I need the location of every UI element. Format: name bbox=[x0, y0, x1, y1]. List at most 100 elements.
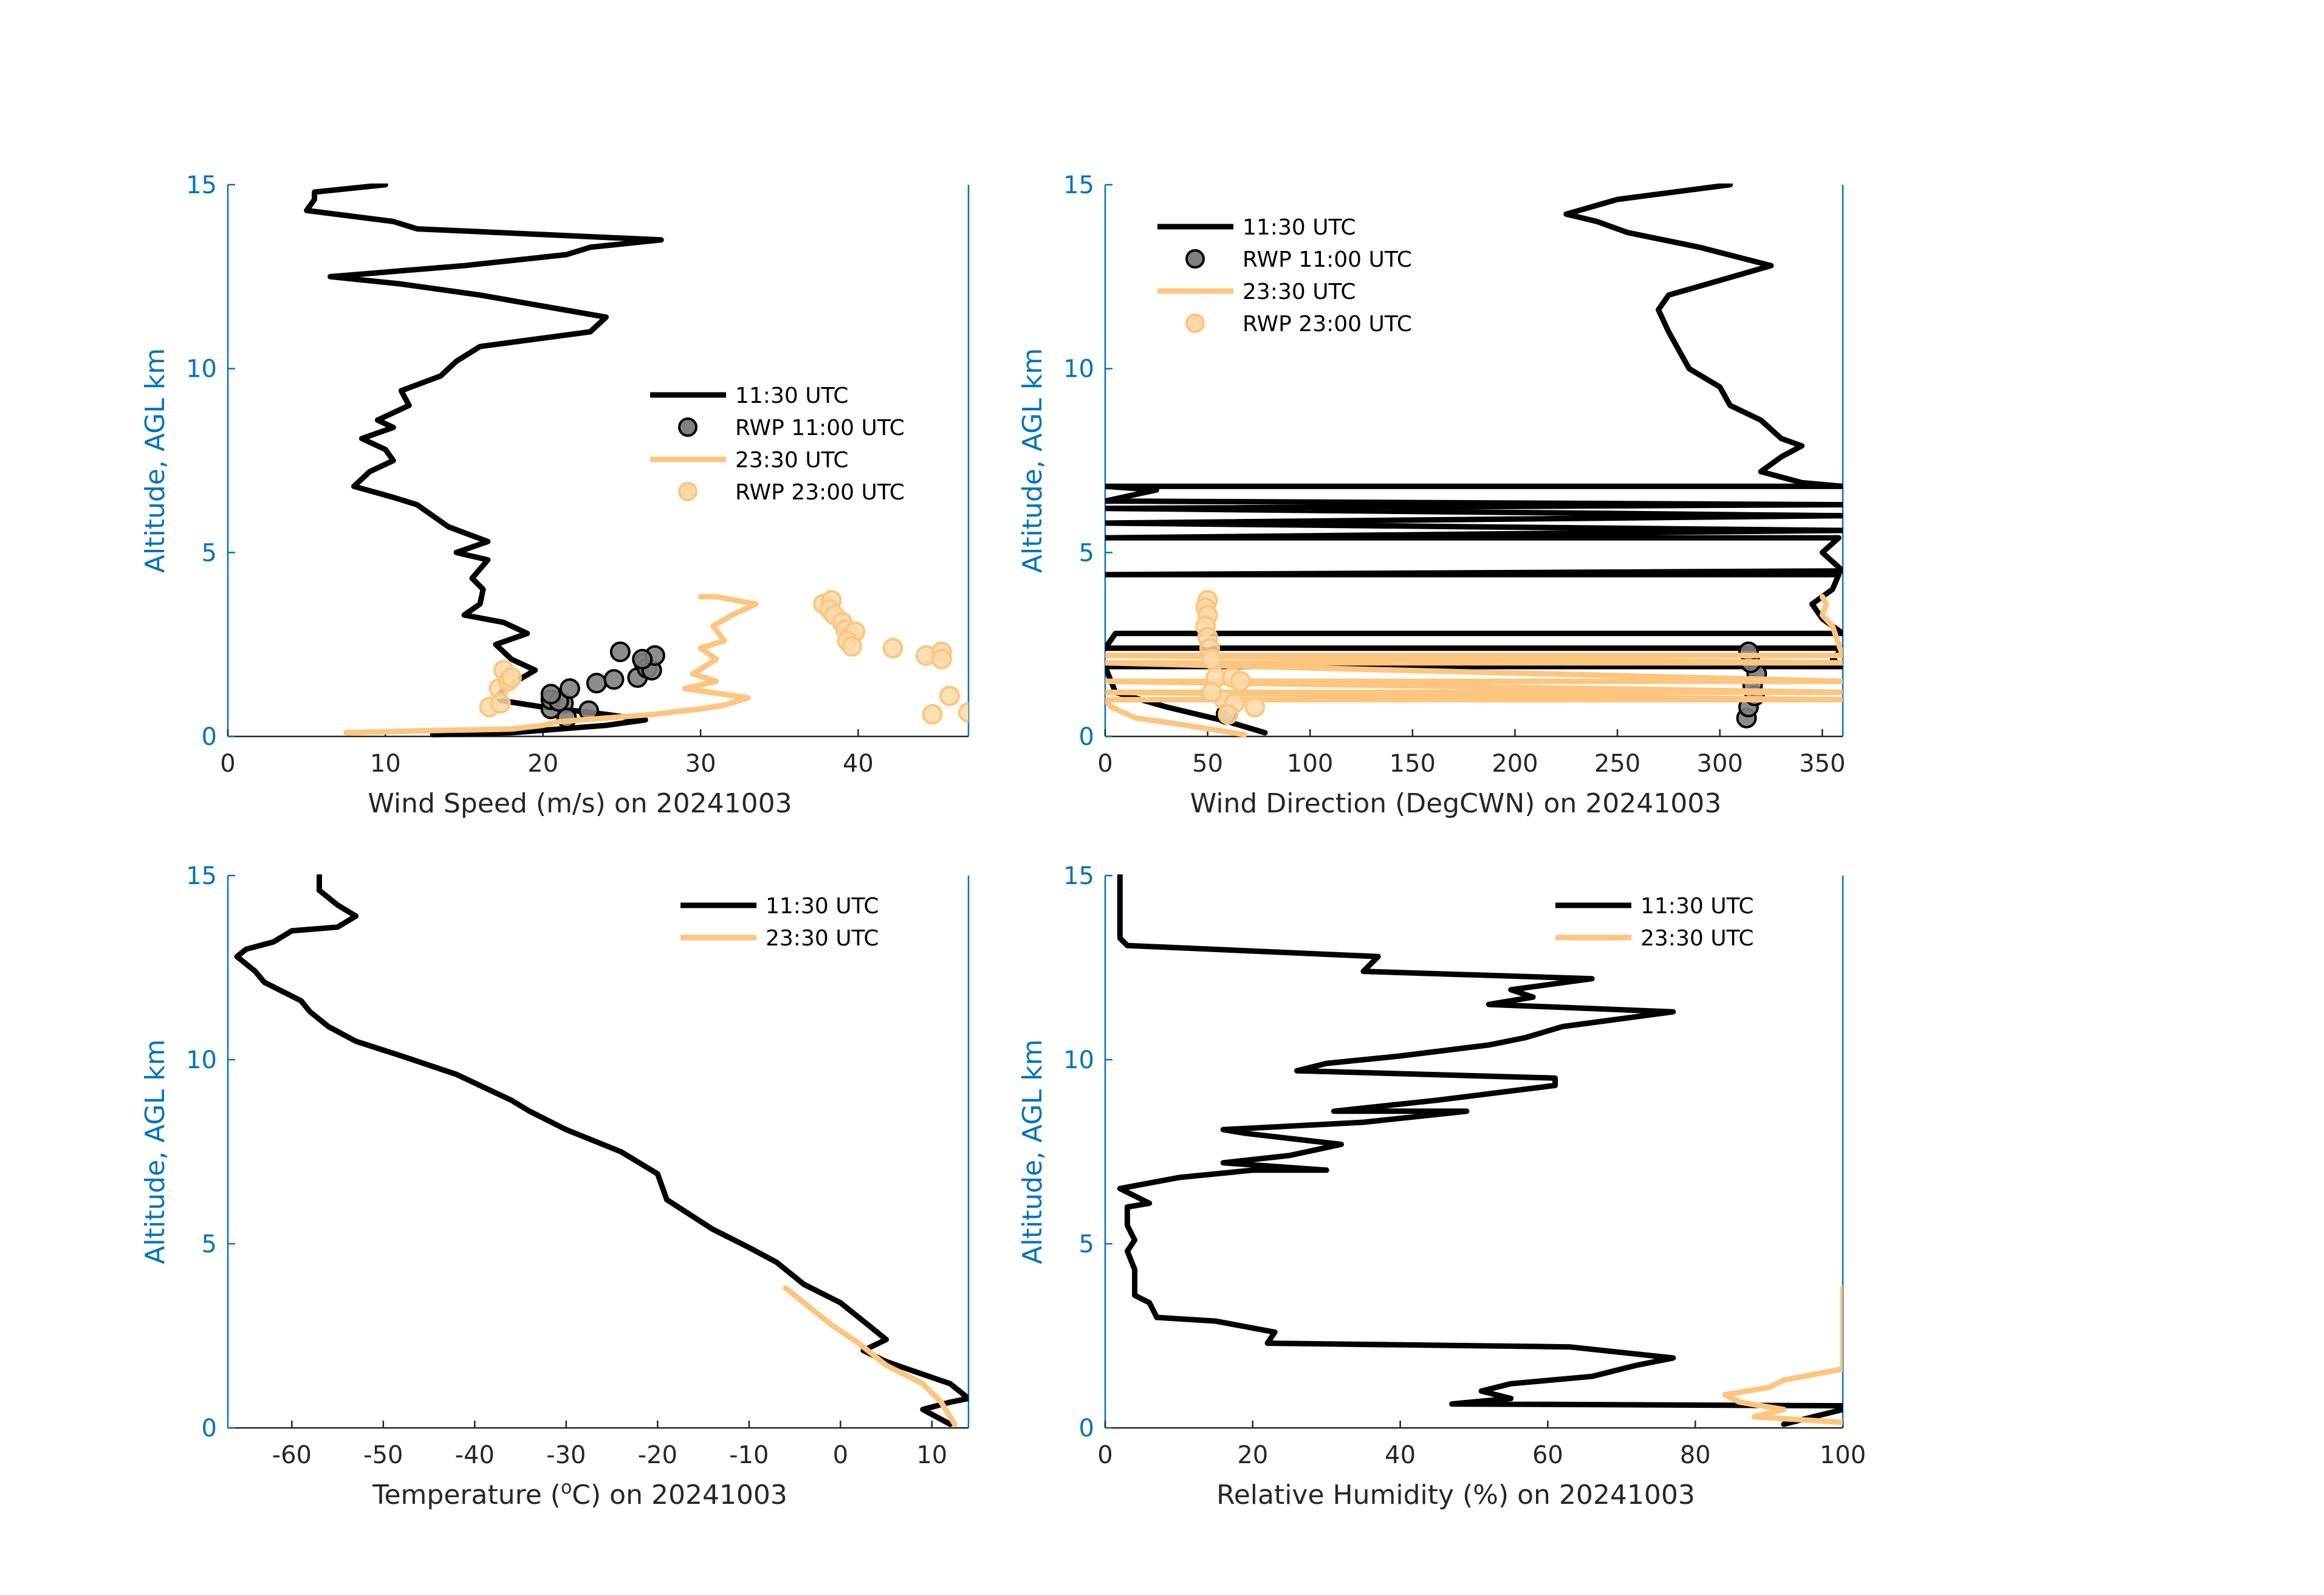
data-point-rwp-23-00-utc bbox=[1201, 648, 1222, 670]
plot-area bbox=[304, 184, 968, 738]
x-tick-label: 20 bbox=[527, 750, 558, 778]
x-tick-label: 40 bbox=[843, 750, 874, 778]
y-axis-label: Altitude, AGL km bbox=[1017, 348, 1048, 573]
y-tick-label: 0 bbox=[1079, 723, 1094, 751]
y-tick-label: 0 bbox=[1079, 1415, 1094, 1442]
series-line-11-30-utc bbox=[1117, 874, 1843, 1427]
data-point-rwp-23-00-utc bbox=[1230, 671, 1251, 692]
y-tick-label: 0 bbox=[202, 1415, 217, 1442]
data-point-rwp-23-00-utc bbox=[931, 648, 952, 670]
data-point-rwp-23-00-utc bbox=[842, 636, 863, 657]
series-line-23-30-utc bbox=[1105, 594, 1843, 738]
x-axis-label: Temperature (oC) on 20241003 bbox=[372, 1477, 787, 1511]
y-axis-label: Altitude, AGL km bbox=[140, 1039, 171, 1264]
data-point-rwp-23-00-utc bbox=[501, 667, 522, 688]
legend-marker-swatch bbox=[1185, 249, 1205, 269]
series-line-23-30-utc bbox=[783, 1285, 958, 1427]
legend: 11:30 UTC 23:30 UTC bbox=[1555, 894, 1754, 951]
y-tick-label: 15 bbox=[186, 862, 217, 890]
legend-label: 11:30 UTC bbox=[1243, 215, 1356, 240]
series-line-11-30-utc bbox=[1105, 184, 1843, 736]
plot-area bbox=[1105, 184, 1843, 738]
x-axis-label: Wind Direction (DegCWN) on 20241003 bbox=[1190, 788, 1721, 819]
plot-area bbox=[234, 874, 968, 1427]
x-axis-label-after: C) on 20241003 bbox=[572, 1480, 787, 1511]
legend-label: 11:30 UTC bbox=[766, 894, 879, 919]
legend-label: 23:30 UTC bbox=[1243, 280, 1356, 304]
x-tick-label: -50 bbox=[363, 1441, 403, 1469]
series-line-11-30-utc bbox=[234, 874, 968, 1427]
data-point-rwp-11-00-utc bbox=[540, 684, 561, 705]
x-tick-label: 40 bbox=[1385, 1441, 1416, 1469]
y-axis-label: Altitude, AGL km bbox=[1017, 1039, 1048, 1264]
data-point-rwp-11-00-utc bbox=[586, 673, 607, 694]
y-tick-label: 15 bbox=[1063, 171, 1094, 199]
series-line-23-30-utc bbox=[1722, 1285, 1843, 1425]
x-tick-label: 100 bbox=[1820, 1441, 1866, 1469]
data-point-rwp-23-00-utc bbox=[882, 637, 903, 659]
x-axis-label-before: Temperature ( bbox=[372, 1480, 561, 1511]
y-tick-label: 10 bbox=[186, 1046, 217, 1074]
y-tick-label: 5 bbox=[1079, 1230, 1094, 1258]
panel-wind-speed: 0 10 20 30 40 0 5 10 15 Wind Speed (m/s) on 20241… bbox=[140, 171, 970, 819]
y-tick-label: 5 bbox=[202, 539, 217, 567]
legend-label: RWP 11:00 UTC bbox=[735, 416, 905, 441]
legend: 11:30 UTC RWP 11:00 UTC 23:30 UTC RWP 23:00… bbox=[650, 383, 905, 505]
x-tick-label: 10 bbox=[916, 1441, 947, 1469]
panel-temperature: -60 -50 -40 -30 -20 -10 0 10 0 5 10 15 Temperature (… bbox=[140, 862, 970, 1511]
panel-wind-direction: 0 50 100 150 200 250 300 350 0 5 10 15 Wind Directio… bbox=[1017, 171, 1845, 819]
series-line-23-30-utc bbox=[343, 594, 759, 736]
y-axis-label: Altitude, AGL km bbox=[140, 348, 171, 573]
legend-label: 23:30 UTC bbox=[1640, 926, 1754, 951]
legend-marker-swatch bbox=[678, 482, 698, 501]
x-tick-label: -40 bbox=[455, 1441, 495, 1469]
x-axis-label: Relative Humidity (%) on 20241003 bbox=[1216, 1480, 1695, 1511]
x-tick-label: 0 bbox=[1097, 750, 1112, 778]
legend-label: RWP 11:00 UTC bbox=[1243, 247, 1412, 272]
x-tick-label: 0 bbox=[833, 1441, 848, 1469]
data-point-rwp-11-00-utc bbox=[609, 641, 631, 662]
legend-label: 23:30 UTC bbox=[766, 926, 879, 951]
degree-sup: o bbox=[561, 1477, 572, 1498]
legend: 11:30 UTC RWP 11:00 UTC 23:30 UTC RWP 23:00… bbox=[1157, 215, 1412, 337]
x-tick-label: 250 bbox=[1594, 750, 1640, 778]
plot-area bbox=[1117, 874, 1843, 1427]
x-tick-label: -60 bbox=[272, 1441, 312, 1469]
y-tick-label: 15 bbox=[186, 171, 217, 199]
x-tick-label: 10 bbox=[370, 750, 401, 778]
y-tick-label: 5 bbox=[1079, 539, 1094, 567]
legend-label: 11:30 UTC bbox=[735, 383, 849, 408]
data-point-rwp-23-00-utc bbox=[922, 704, 943, 725]
data-point-rwp-23-00-utc bbox=[939, 685, 960, 707]
legend-marker-swatch bbox=[1185, 314, 1205, 333]
legend-label: 23:30 UTC bbox=[735, 448, 849, 473]
data-point-rwp-23-00-utc bbox=[490, 693, 511, 714]
data-point-rwp-11-00-utc bbox=[603, 669, 625, 690]
data-point-rwp-23-00-utc bbox=[1218, 704, 1239, 725]
x-tick-label: 50 bbox=[1192, 750, 1223, 778]
legend-label: RWP 23:00 UTC bbox=[1243, 312, 1412, 337]
x-tick-label: 60 bbox=[1532, 1441, 1563, 1469]
y-tick-label: 15 bbox=[1063, 862, 1094, 890]
y-tick-label: 10 bbox=[186, 355, 217, 383]
x-tick-label: 150 bbox=[1390, 750, 1436, 778]
x-tick-label: 0 bbox=[220, 750, 235, 778]
legend: 11:30 UTC 23:30 UTC bbox=[680, 894, 879, 951]
x-tick-label: 200 bbox=[1492, 750, 1538, 778]
series-line-11-30-utc bbox=[304, 184, 664, 738]
y-tick-label: 10 bbox=[1063, 1046, 1094, 1074]
x-tick-label: 0 bbox=[1097, 1441, 1112, 1469]
legend-label: RWP 23:00 UTC bbox=[735, 480, 905, 505]
x-tick-label: 100 bbox=[1287, 750, 1333, 778]
x-axis-label: Wind Speed (m/s) on 20241003 bbox=[368, 788, 792, 819]
x-tick-label: -30 bbox=[546, 1441, 586, 1469]
x-tick-label: -10 bbox=[729, 1441, 769, 1469]
data-point-rwp-11-00-utc bbox=[632, 648, 653, 670]
x-tick-label: 80 bbox=[1680, 1441, 1711, 1469]
data-point-rwp-11-00-utc bbox=[559, 678, 580, 699]
y-tick-label: 0 bbox=[202, 723, 217, 751]
legend-label: 11:30 UTC bbox=[1640, 894, 1754, 919]
x-tick-label: 350 bbox=[1799, 750, 1845, 778]
x-tick-label: -20 bbox=[638, 1441, 677, 1469]
